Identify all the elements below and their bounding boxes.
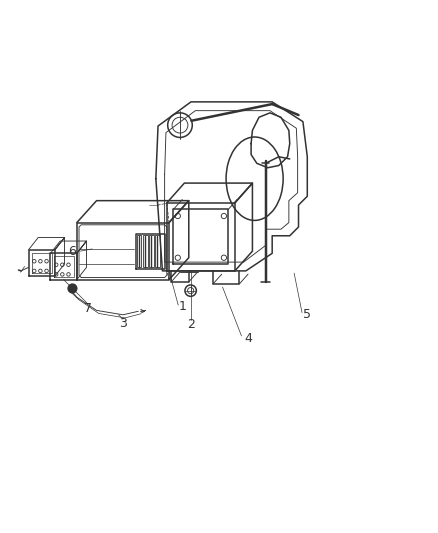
Text: 6: 6 [68,245,76,257]
Text: 1: 1 [178,301,186,313]
Text: 2: 2 [187,318,194,331]
Bar [137,236,141,267]
Bar [149,236,153,267]
Bar [155,236,159,267]
Bar [143,236,147,267]
Text: 5: 5 [303,308,311,321]
Text: 4: 4 [244,333,251,345]
Circle shape [68,284,77,293]
Text: 7: 7 [84,302,92,314]
Text: 3: 3 [119,317,127,330]
